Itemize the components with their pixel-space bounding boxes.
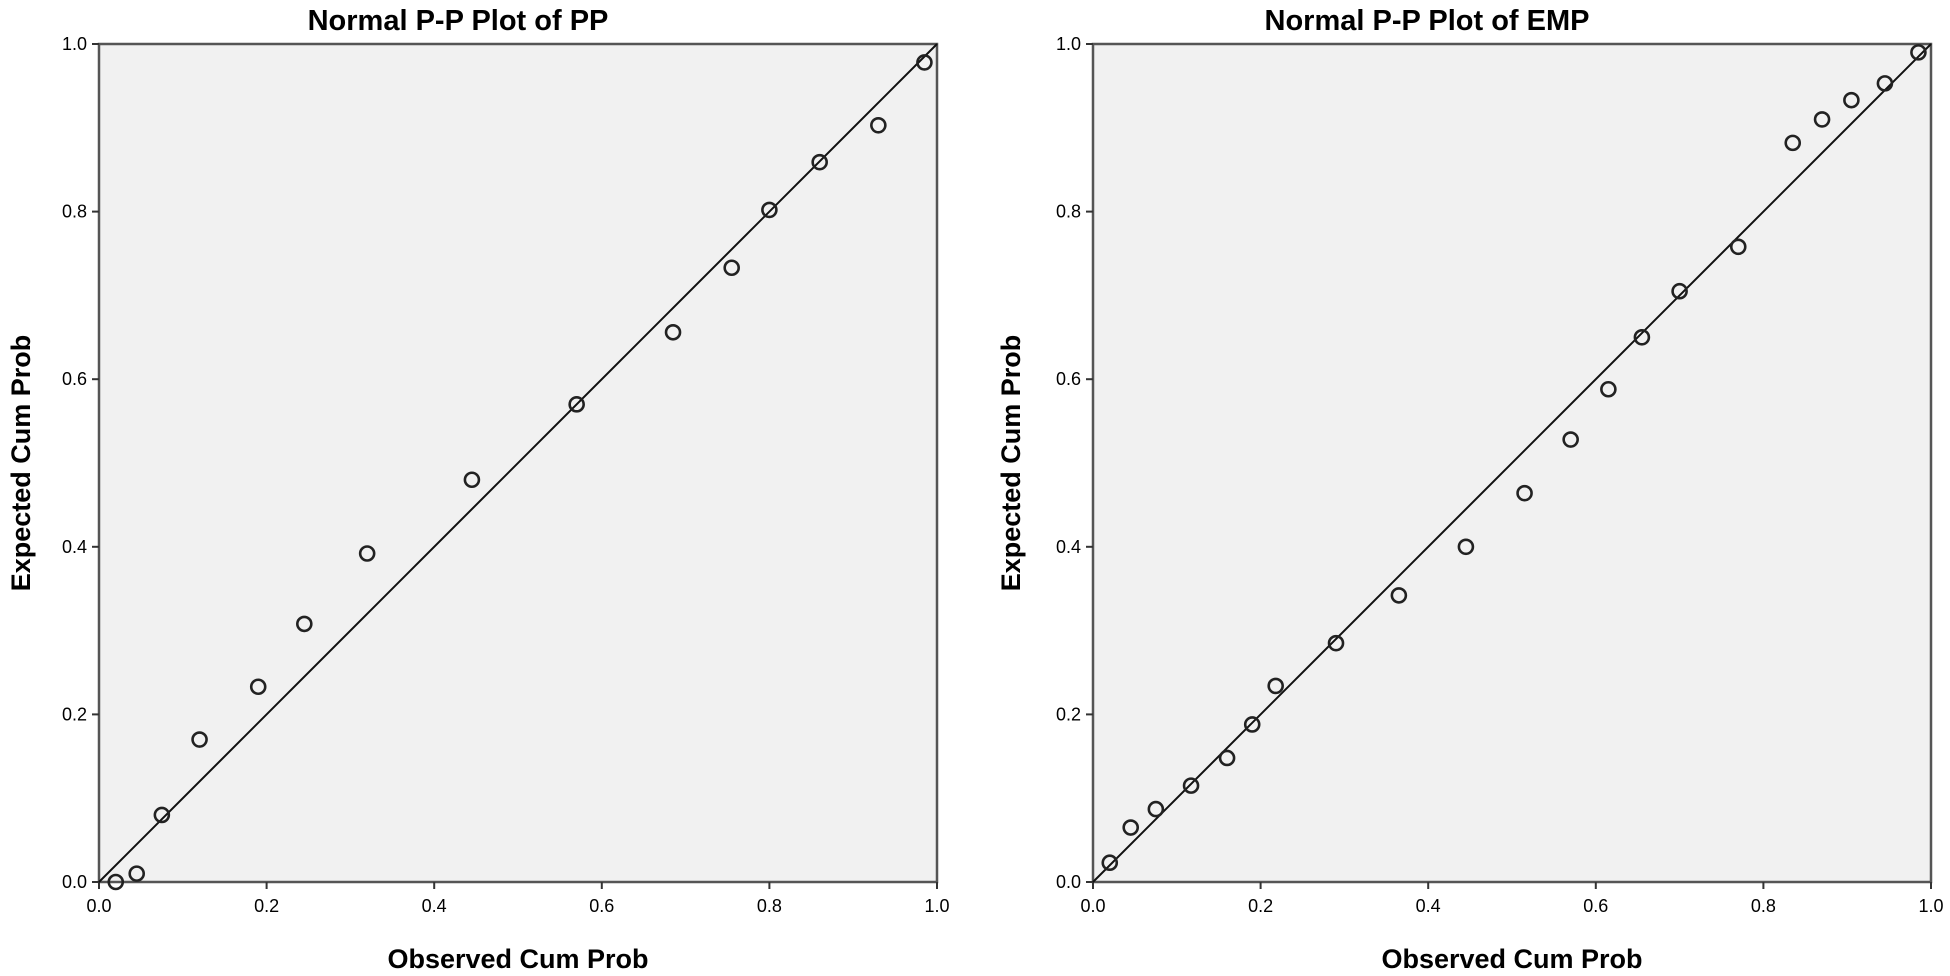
data-point — [1147, 800, 1165, 818]
data-point — [1876, 75, 1894, 92]
data-point — [128, 865, 146, 882]
y-axis-label: Expected Cum Prob — [6, 335, 36, 592]
data-point — [191, 731, 208, 748]
data-point — [1633, 328, 1651, 346]
data-point — [1671, 282, 1688, 300]
data-point — [1784, 134, 1802, 152]
data-point — [1390, 587, 1408, 604]
x-tick-label: 0.8 — [1751, 896, 1776, 916]
emp-plot-svg: Normal P-P Plot of EMP 0.0 0.2 0.4 0.6 0.8 1.… — [996, 5, 1944, 974]
y-tick-label: 1.0 — [62, 34, 87, 54]
y-tick-label: 0.8 — [62, 202, 87, 222]
reference-line — [98, 43, 938, 883]
y-tick-label: 0.8 — [1056, 202, 1081, 222]
data-point — [1516, 484, 1533, 502]
data-point — [1267, 677, 1284, 695]
y-tick-label: 0.0 — [1056, 872, 1081, 892]
x-tick-label: 0.0 — [86, 896, 111, 916]
x-axis-label: Observed Cum Prob — [1381, 944, 1642, 974]
data-point — [1843, 91, 1860, 109]
data-point — [249, 678, 267, 696]
data-point — [296, 615, 313, 633]
y-tick-label: 0.4 — [62, 537, 87, 557]
y-tick-label: 0.0 — [62, 872, 87, 892]
data-point — [463, 471, 481, 489]
data-point — [916, 54, 933, 71]
data-point — [568, 396, 585, 413]
data-point — [1122, 819, 1140, 836]
y-tick-label: 1.0 — [1056, 34, 1081, 54]
chart-panel-emp: Normal P-P Plot of EMP 0.0 0.2 0.4 0.6 0.8 1.… — [975, 0, 1950, 976]
y-tick-label: 0.6 — [1056, 369, 1081, 389]
data-point — [664, 323, 682, 341]
x-tick-label: 0.0 — [1080, 896, 1105, 916]
data-points — [107, 54, 933, 891]
x-tick-label: 0.6 — [1583, 896, 1608, 916]
data-point — [1457, 538, 1475, 556]
y-tick-label: 0.6 — [62, 369, 87, 389]
data-point — [1813, 111, 1831, 128]
data-point — [1729, 238, 1747, 256]
x-tick-label: 0.8 — [757, 896, 782, 916]
x-tick-label: 0.6 — [589, 896, 614, 916]
data-point — [761, 201, 778, 219]
data-point — [153, 806, 171, 824]
data-point — [1243, 716, 1261, 733]
data-point — [1562, 431, 1579, 448]
x-tick-label: 0.4 — [422, 896, 447, 916]
y-tick-label: 0.2 — [1056, 704, 1081, 724]
data-point — [1182, 777, 1200, 794]
data-point — [1327, 634, 1345, 652]
x-tick-label: 0.2 — [1248, 896, 1273, 916]
x-tick-label: 0.2 — [254, 896, 279, 916]
data-point — [1218, 749, 1236, 767]
data-point — [358, 545, 376, 562]
data-point — [1600, 380, 1617, 398]
x-tick-label: 1.0 — [1918, 896, 1943, 916]
y-tick-label: 0.4 — [1056, 537, 1081, 557]
data-point — [723, 259, 740, 277]
axis-ticks: 0.0 0.2 0.4 0.6 0.8 1.0 0.0 0.2 0.4 0.6 0.8 1.0 — [62, 34, 950, 916]
chart-title: Normal P-P Plot of EMP — [1265, 5, 1590, 37]
chart-panel-pp: Normal P-P Plot of PP 0.0 0.2 0.4 0.6 0.8 1.0… — [6, 5, 950, 974]
axis-ticks: 0.0 0.2 0.4 0.6 0.8 1.0 0.0 0.2 0.4 0.6 0.8 1.0 — [1056, 34, 1944, 916]
data-point — [811, 153, 828, 171]
chart-title: Normal P-P Plot of PP — [308, 5, 609, 37]
reference-line — [1092, 43, 1932, 883]
data-point — [107, 873, 125, 891]
x-tick-label: 0.4 — [1416, 896, 1441, 916]
data-points — [1101, 44, 1927, 872]
pp-plot-svg: Normal P-P Plot of PP 0.0 0.2 0.4 0.6 0.8 1.0… — [6, 5, 950, 974]
data-point — [870, 116, 887, 134]
data-point — [1910, 44, 1927, 61]
y-tick-label: 0.2 — [62, 704, 87, 724]
y-axis-label: Expected Cum Prob — [996, 335, 1026, 592]
data-point — [1101, 854, 1119, 872]
x-axis-label: Observed Cum Prob — [387, 944, 648, 974]
x-tick-label: 1.0 — [924, 896, 949, 916]
